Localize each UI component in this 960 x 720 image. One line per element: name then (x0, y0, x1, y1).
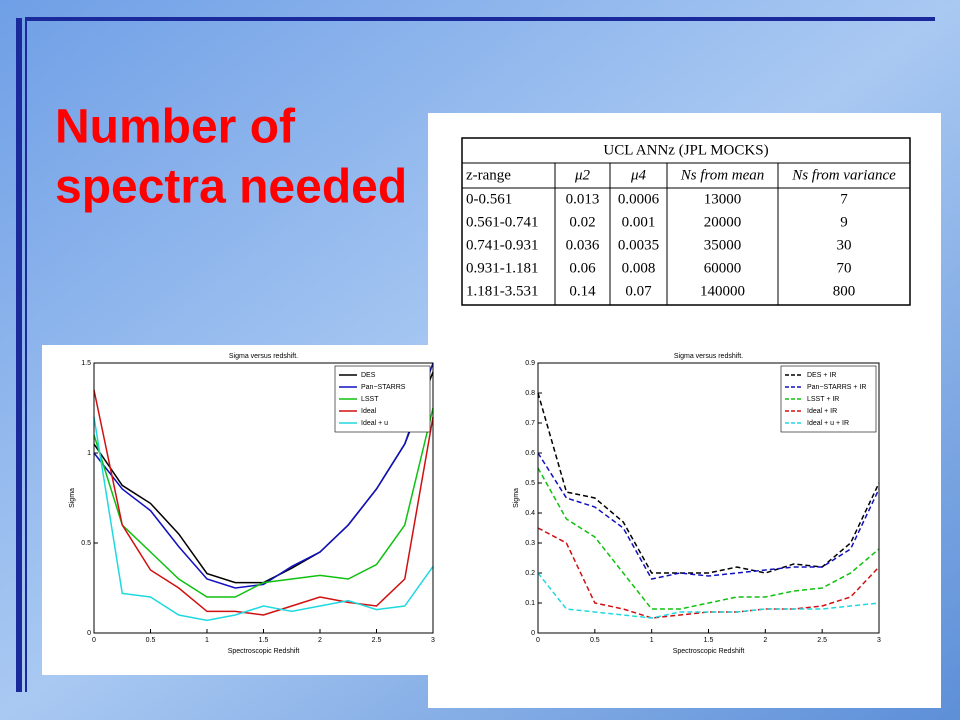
chart-title: Sigma versus redshift. (674, 353, 743, 360)
table-cell: 0.931-1.181 (466, 260, 539, 276)
table-cell: 35000 (704, 237, 742, 253)
y-tick-label: 0 (531, 630, 535, 637)
legend-label: Ideal + IR (807, 408, 837, 415)
y-tick-label: 0.6 (525, 450, 535, 457)
x-tick-label: 1.5 (259, 637, 269, 644)
table-cell: 0.14 (569, 283, 596, 299)
x-tick-label: 0 (536, 637, 540, 644)
series-line (537, 527, 880, 619)
table-header: z-range (466, 167, 511, 183)
table-header: Ns from variance (791, 167, 896, 183)
series-line (93, 362, 434, 589)
table-cell: 20000 (704, 214, 742, 230)
legend-label: DES + IR (807, 372, 836, 379)
table-cell: 0.06 (569, 260, 596, 276)
y-tick-label: 0.5 (525, 480, 535, 487)
table-cell: 0.0035 (618, 237, 659, 253)
x-tick-label: 1 (650, 637, 654, 644)
legend-label: Ideal + u + IR (807, 420, 849, 427)
legend-label: LSST (361, 396, 379, 403)
table-cell: 7 (840, 191, 848, 207)
slide-title: spectra needed (55, 161, 407, 214)
series-line (537, 452, 880, 580)
y-tick-label: 0.4 (525, 510, 535, 517)
table-header: μ4 (630, 167, 647, 183)
table-cell: 0.741-0.931 (466, 237, 539, 253)
table-cell: 0.001 (622, 214, 656, 230)
table-cell: 30 (837, 237, 852, 253)
table-cell: 0.561-0.741 (466, 214, 539, 230)
table-cell: 0.008 (622, 260, 656, 276)
y-axis-label: Sigma (69, 488, 76, 508)
x-tick-label: 2.5 (372, 637, 382, 644)
x-tick-label: 2 (763, 637, 767, 644)
x-tick-label: 0.5 (590, 637, 600, 644)
table-cell: 13000 (704, 191, 742, 207)
y-tick-label: 1 (87, 450, 91, 457)
table-cell: 0.013 (566, 191, 600, 207)
series-line (537, 467, 880, 610)
top-bar (25, 17, 935, 21)
table-cell: 800 (833, 283, 856, 299)
series-line (93, 416, 434, 622)
x-tick-label: 2 (318, 637, 322, 644)
legend-label: Pan−STARRS (361, 384, 406, 391)
legend-label: Ideal + u (361, 420, 388, 427)
x-axis-label: Spectroscopic Redshift (228, 648, 300, 655)
legend-label: DES (361, 372, 376, 379)
table-cell: 0.02 (569, 214, 595, 230)
y-tick-label: 0.8 (525, 390, 535, 397)
plot-frame (537, 362, 880, 634)
legend-box (334, 365, 431, 433)
table-cell: 0.07 (625, 283, 652, 299)
y-tick-label: 0.2 (525, 570, 535, 577)
y-tick-label: 0.1 (525, 600, 535, 607)
x-tick-label: 1.5 (704, 637, 714, 644)
legend-box (780, 365, 877, 433)
slide-title: Number of (55, 101, 296, 154)
y-tick-label: 1.5 (81, 360, 91, 367)
x-tick-label: 3 (877, 637, 881, 644)
x-tick-label: 0.5 (146, 637, 156, 644)
x-tick-label: 3 (431, 637, 435, 644)
series-line (93, 389, 434, 616)
legend-label: Ideal (361, 408, 377, 415)
legend-label: LSST + IR (807, 396, 839, 403)
table-header: μ2 (574, 167, 591, 183)
plot-frame (93, 362, 434, 634)
table-cell: 70 (837, 260, 852, 276)
y-tick-label: 0.9 (525, 360, 535, 367)
y-tick-label: 0.5 (81, 540, 91, 547)
chart-title: Sigma versus redshift. (229, 353, 298, 360)
left-bar-thin (25, 18, 27, 692)
series-line (93, 407, 434, 598)
table-cell: 0-0.561 (466, 191, 512, 207)
y-tick-label: 0.7 (525, 420, 535, 427)
table-cell: 1.181-3.531 (466, 283, 539, 299)
table-cell: 140000 (700, 283, 745, 299)
table-cell: 0.0006 (618, 191, 660, 207)
table-header: Ns from mean (680, 167, 765, 183)
y-axis-label: Sigma (513, 488, 520, 508)
table-cell: 9 (840, 214, 848, 230)
table-cell: 60000 (704, 260, 742, 276)
left-bar (16, 18, 22, 692)
legend-label: Pan−STARRS + IR (807, 384, 866, 391)
x-tick-label: 2.5 (817, 637, 827, 644)
x-tick-label: 0 (92, 637, 96, 644)
x-tick-label: 1 (205, 637, 209, 644)
x-axis-label: Spectroscopic Redshift (673, 648, 745, 655)
table-title: UCL ANNz (JPL MOCKS) (603, 142, 768, 158)
table-frame (461, 137, 911, 306)
series-line (537, 572, 880, 619)
y-tick-label: 0.3 (525, 540, 535, 547)
y-tick-label: 0 (87, 630, 91, 637)
table-cell: 0.036 (566, 237, 600, 253)
